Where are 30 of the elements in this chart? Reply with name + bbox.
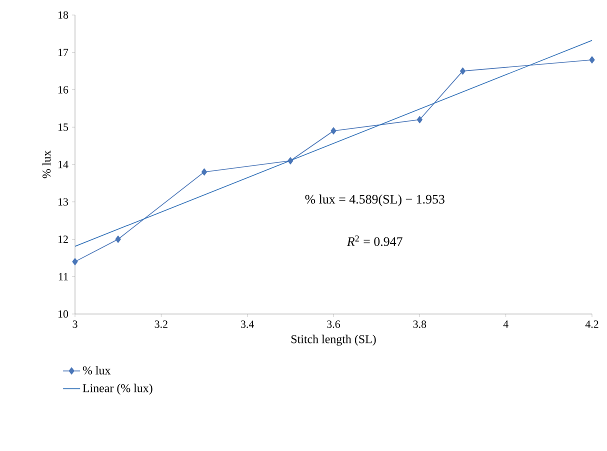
y-tick-label: 11: [58, 273, 68, 280]
y-axis-title: % lux: [42, 150, 51, 178]
x-tick-label: 3.2: [154, 320, 168, 328]
x-tick-label: 4: [503, 320, 508, 328]
x-tick-label: 3.8: [413, 320, 426, 328]
point: [589, 56, 595, 64]
y-tick-label: 16: [58, 86, 68, 94]
x-tick-label: 3.6: [327, 320, 340, 328]
y-tick-label: 12: [58, 236, 68, 243]
point: [201, 168, 208, 176]
point: [115, 236, 121, 243]
x-tick-label: 3.4: [241, 320, 254, 328]
annotation: % lux = 4.589(SL) − 1.953: [305, 194, 444, 206]
legend-label: % lux: [82, 366, 111, 374]
x-tick-label: 3: [72, 320, 78, 328]
point: [416, 116, 422, 124]
point: [330, 127, 336, 134]
y-tick-label: 15: [58, 123, 68, 131]
annotation: R$^{2}$ = 0.947: [346, 235, 402, 246]
y-tick-label: 18: [58, 11, 68, 19]
y-tick-label: 10: [58, 310, 68, 318]
x-axis-title: Stitch length (SL): [291, 334, 376, 346]
x-tick-label: 4.2: [585, 320, 598, 328]
point: [72, 258, 78, 266]
y-tick-label: 17: [58, 48, 68, 56]
point: [460, 67, 466, 75]
point: [288, 157, 294, 164]
y-tick-label: 14: [58, 160, 68, 168]
y-tick-label: 13: [58, 198, 68, 206]
legend-label: Linear (% lux): [82, 384, 152, 395]
